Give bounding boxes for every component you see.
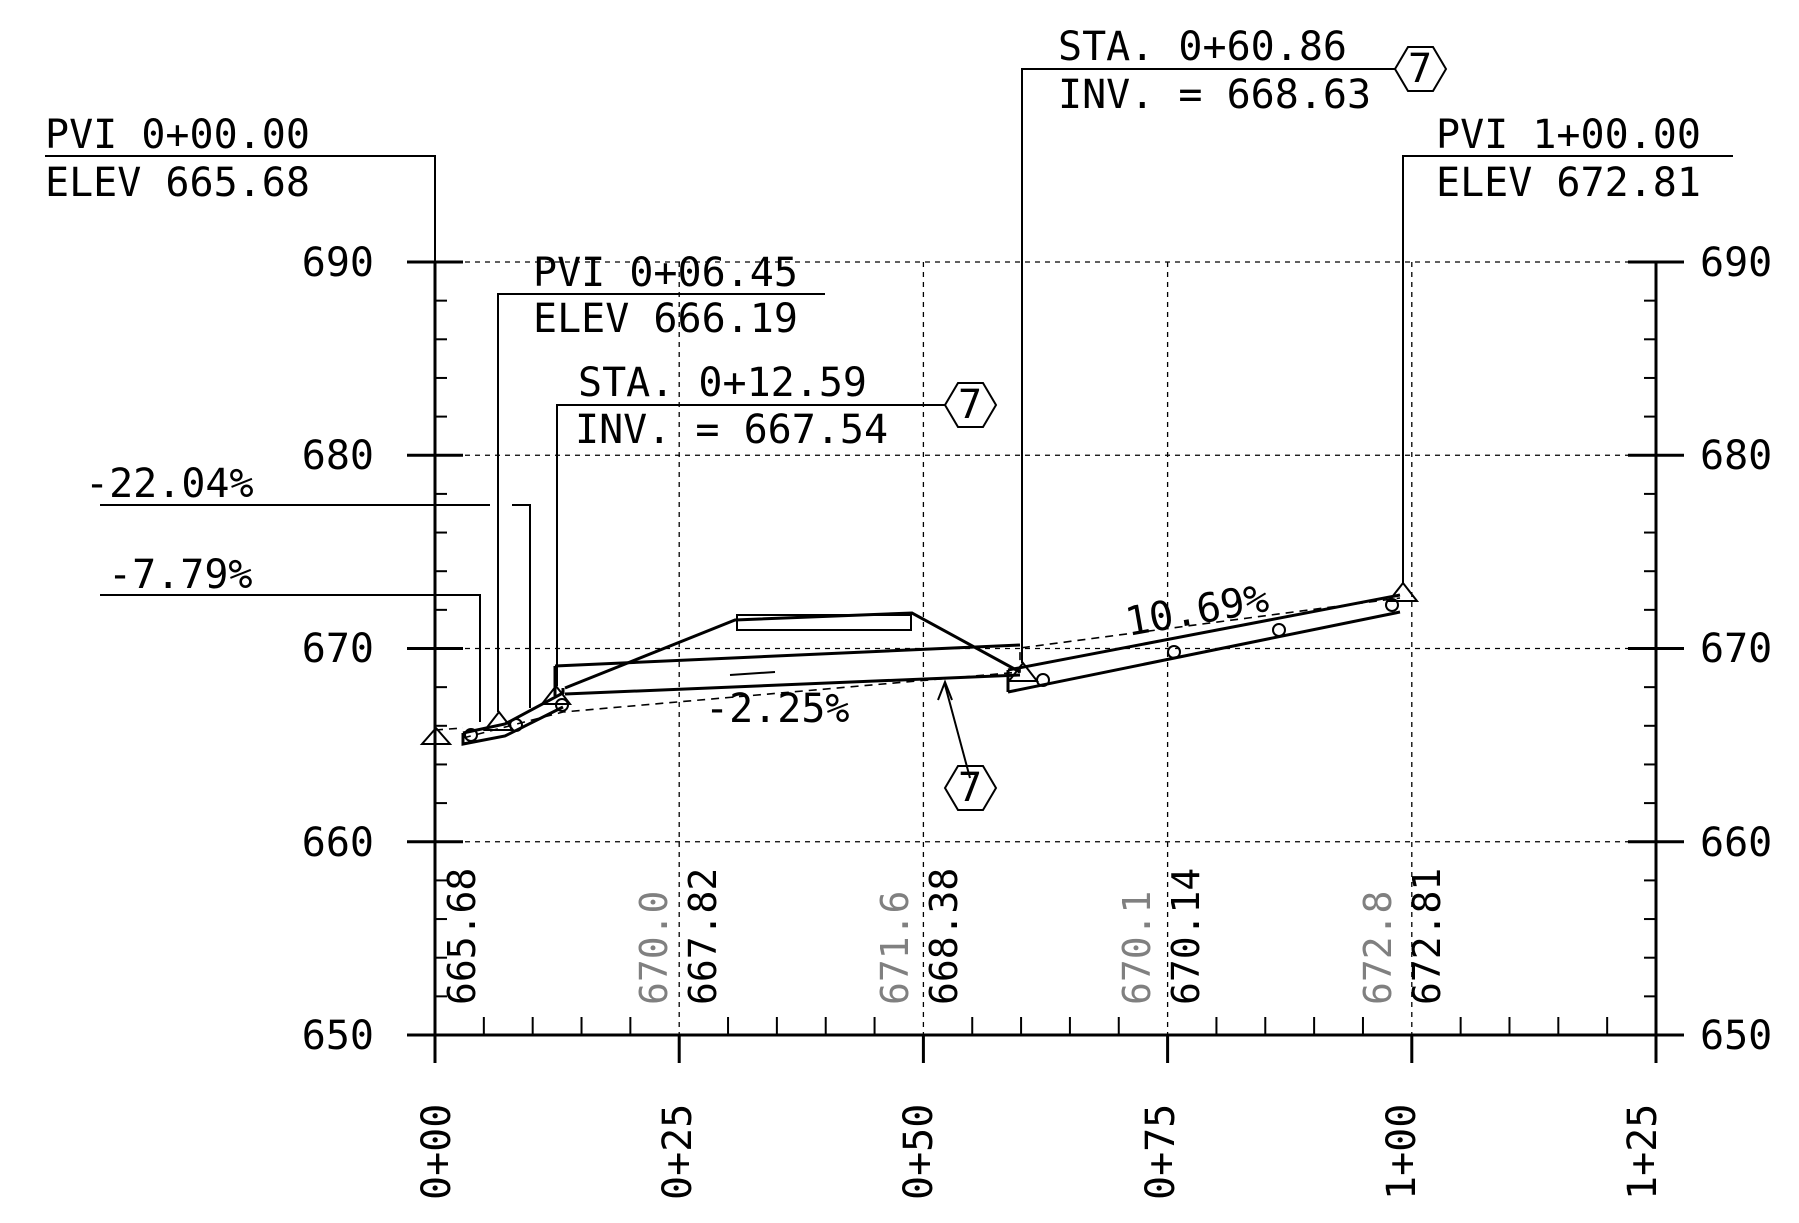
callout-text: PVI 0+00.00 ELEV 665.68 PVI 0+06.45 ELEV… [45, 24, 1701, 732]
y-tick-right-650: 650 [1700, 1013, 1772, 1059]
x-tick-0-50: 0+50 [896, 1104, 942, 1200]
structure-box [736, 614, 912, 631]
pvi-1-00-station: PVI 1+00.00 [1436, 112, 1701, 158]
structure-symbol [1272, 623, 1286, 637]
pvi-0-00-station: PVI 0+00.00 [45, 112, 310, 158]
y-tick-right-680: 680 [1700, 433, 1772, 479]
y-tick-left-660: 660 [302, 820, 374, 866]
y-tick-left-650: 650 [302, 1013, 374, 1059]
svg-text:7: 7 [1408, 46, 1432, 92]
y-axis-left-labels: 690 680 670 660 650 [302, 240, 374, 1059]
pvi-1-00-elev: ELEV 672.81 [1436, 160, 1701, 206]
x-tick-0-25: 0+25 [655, 1104, 701, 1200]
station-elev-proposed-0-75: 670.14 [1164, 868, 1208, 1005]
existing-ground [564, 611, 1021, 690]
x-tick-1-25: 1+25 [1620, 1104, 1666, 1200]
station-elevations: 665.68 670.0 667.82 671.6 668.38 670.1 6… [440, 868, 1449, 1005]
pvi-0-00-elev: ELEV 665.68 [45, 160, 310, 206]
pipe-profile [434, 593, 1401, 746]
y-tick-left-680: 680 [302, 433, 374, 479]
hex-tag-inv-0-60: 7 [1393, 46, 1448, 92]
hex-tag-pipe: 7 [943, 765, 998, 811]
pvi-triangle-0-00 [419, 726, 453, 745]
leader-inv-0-60 [1021, 68, 1395, 663]
structure-symbol [1036, 673, 1050, 687]
pvi-0-06-station: PVI 0+06.45 [533, 250, 798, 296]
station-elev-proposed-0-00: 665.68 [440, 868, 484, 1005]
structure-symbol [509, 718, 523, 732]
slope-label-a: -22.04% [85, 461, 254, 507]
station-elev-existing-0-25: 670.0 [632, 891, 676, 1005]
slope-label-b: -7.79% [108, 552, 253, 598]
structure-symbol [555, 698, 569, 712]
inv-0-12-inv: INV. = 667.54 [575, 407, 888, 453]
pipe-middle-bottom [564, 673, 1021, 696]
leader-pipe-tag [944, 684, 971, 779]
hex-tag-inv-0-12: 7 [943, 382, 998, 428]
y-axis-right-labels: 690 680 670 660 650 [1700, 240, 1772, 1059]
station-elev-proposed-0-25: 667.82 [681, 868, 725, 1005]
pvi-triangle-1-00 [1386, 581, 1420, 602]
structure-symbol [464, 728, 478, 742]
minor-ticks [435, 299, 1656, 1035]
station-elev-proposed-0-50: 668.38 [922, 868, 966, 1005]
x-tick-0-75: 0+75 [1138, 1104, 1184, 1200]
station-elev-existing-0-50: 671.6 [873, 891, 917, 1005]
dashed-left [434, 727, 464, 731]
leader-pvi-1-00 [1402, 155, 1733, 583]
y-tick-right-660: 660 [1700, 820, 1772, 866]
design-grade-dashed [462, 597, 1401, 739]
inv-0-12-station: STA. 0+12.59 [578, 360, 867, 406]
leader-slope-a-arrow [512, 504, 531, 708]
y-tick-left-690: 690 [302, 240, 374, 286]
inv-0-60-inv: INV. = 668.63 [1058, 72, 1371, 118]
x-tick-0-00: 0+00 [414, 1104, 460, 1200]
pvi-triangle-0-06 [482, 710, 516, 731]
leader-slope-b [100, 594, 481, 722]
y-tick-left-670: 670 [302, 626, 374, 672]
hex-tags: 7 7 7 [943, 46, 1448, 811]
y-tick-right-690: 690 [1700, 240, 1772, 286]
station-elev-existing-0-75: 670.1 [1115, 891, 1159, 1005]
leader-pvi-0-00 [45, 155, 436, 728]
x-axis-labels: 0+00 0+25 0+50 0+75 1+00 1+25 [414, 1104, 1666, 1200]
leader-inv-0-12 [556, 404, 945, 686]
pipe-left-bottom [461, 705, 564, 746]
pipe-right-bottom [1007, 610, 1401, 694]
pipe-right-top [1007, 593, 1401, 672]
y-tick-right-670: 670 [1700, 626, 1772, 672]
station-elev-proposed-1-00: 672.81 [1405, 868, 1449, 1005]
grid-lines [435, 261, 1656, 1035]
station-elev-existing-1-00: 672.8 [1356, 891, 1400, 1005]
pvi-triangle-0-60 [1006, 661, 1040, 682]
leader-pvi-0-06 [497, 293, 825, 712]
callout-leaders [45, 68, 1733, 779]
svg-text:7: 7 [958, 765, 982, 811]
inv-0-60-station: STA. 0+60.86 [1058, 24, 1347, 70]
structure-symbol [1385, 598, 1399, 612]
svg-text:7: 7 [958, 382, 982, 428]
pipe-left-segment [462, 688, 565, 735]
slope-label-c: -2.25% [705, 686, 850, 732]
structure-symbols [464, 598, 1399, 742]
pvi-0-06-elev: ELEV 666.19 [533, 296, 798, 342]
structure-symbol [1167, 645, 1181, 659]
x-tick-1-00: 1+00 [1379, 1104, 1425, 1200]
leader-pipe-tag-arrow [937, 679, 953, 701]
flow-arrow [729, 671, 776, 676]
